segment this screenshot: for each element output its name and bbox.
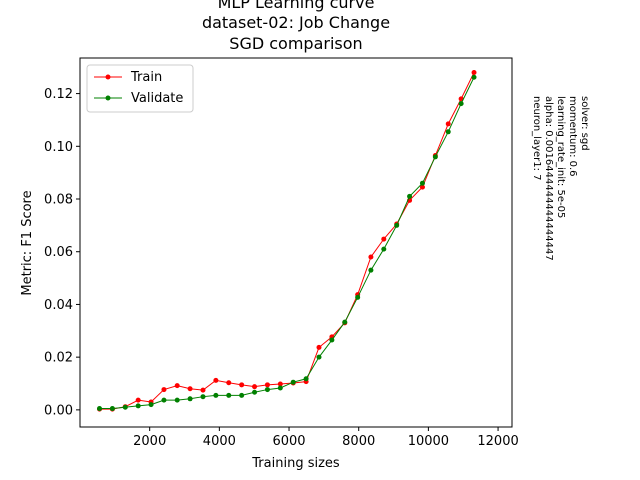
train-point [368,254,374,260]
train-point [445,121,451,127]
legend: Train Validate [86,64,194,113]
y-tick-label: 0.02 [44,351,73,366]
validate-point [122,404,128,410]
validate-point [303,376,309,382]
train-series-line [99,72,475,410]
chart-title-line-3: SGD comparison [229,34,362,53]
x-axis-ticks: 2000 4000 6000 8000 10000 12000 [133,427,519,449]
train-point [174,383,180,389]
y-tick-label: 0.04 [44,298,73,313]
train-point [277,381,283,387]
validate-point [394,222,400,228]
validate-point [290,379,296,385]
train-point [316,344,322,350]
plot-area [79,57,513,428]
validate-point [277,385,283,391]
validate-point [342,319,348,325]
validate-point [252,389,258,395]
train-point [264,382,270,388]
x-tick-label: 2000 [133,434,166,449]
x-axis-label: Training sizes [251,456,340,471]
train-point [419,184,425,190]
validate-point [368,267,374,273]
chart-title-line-1: MLP Learning curve [218,0,375,12]
validate-point [407,193,413,199]
validate-point [471,74,477,80]
legend-train-label: Train [130,70,162,85]
validate-point [239,392,245,398]
hyperparameter-notes: solver: sgd momentum: 0.6 learning_rate_… [531,96,590,261]
y-tick-label: 0.12 [44,87,73,102]
y-axis-ticks: 0.00 0.02 0.04 0.06 0.08 0.10 0.12 [44,87,80,418]
note-momentum: momentum: 0.6 [567,96,578,177]
series-layer [97,69,477,412]
note-neuron-layer1: neuron_layer1: 7 [531,96,542,181]
train-point [471,69,477,75]
validate-point [161,397,167,403]
train-point [187,386,193,392]
chart-title-line-2: dataset-02: Job Change [202,13,390,32]
validate-point [187,396,193,402]
validate-point [97,406,103,412]
validate-point [355,294,361,300]
train-point [239,382,245,388]
note-learning-rate-init: learning_rate_init: 5e-05 [555,96,566,218]
validate-point [419,180,425,186]
validate-point [109,406,115,412]
validate-point [148,402,154,408]
validate-point [213,392,219,398]
validate-point [200,394,206,400]
validate-point [432,154,438,160]
train-point [381,236,387,242]
validate-point [445,129,451,135]
x-tick-label: 12000 [477,434,518,449]
legend-validate-marker [105,95,111,101]
y-tick-label: 0.00 [44,403,73,418]
train-point [161,387,167,393]
y-axis-label: Metric: F1 Score [20,190,35,295]
note-alpha: alpha: 0.0016444444444444447 [543,96,554,261]
note-solver: solver: sgd [579,96,590,151]
x-tick-label: 6000 [272,434,305,449]
validate-point [458,101,464,107]
legend-train-marker [105,74,111,80]
validate-point [381,246,387,252]
x-tick-label: 8000 [342,434,375,449]
train-point [252,384,258,390]
validate-point [329,337,335,343]
y-tick-label: 0.06 [44,245,73,260]
y-tick-label: 0.10 [44,140,73,155]
legend-validate-label: Validate [131,91,183,106]
train-point [200,387,206,393]
chart-title: MLP Learning curve dataset-02: Job Chang… [202,0,390,53]
x-tick-label: 4000 [203,434,236,449]
train-point [135,397,141,403]
validate-point [135,403,141,409]
y-tick-label: 0.08 [44,193,73,208]
validate-point [226,392,232,398]
validate-point [316,354,322,360]
x-tick-label: 10000 [408,434,449,449]
train-point [213,377,219,383]
validate-point [264,387,270,393]
validate-point [174,397,180,403]
train-point [226,380,232,386]
